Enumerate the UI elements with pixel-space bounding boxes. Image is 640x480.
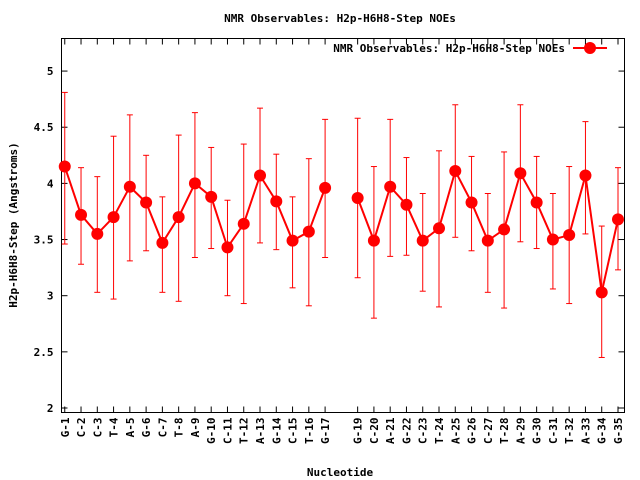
x-axis-ticks: G-1 C-2 C-3 T-4 A-5 G-6 C-7 T-8 A-9 G-10 C-11 T-12 A… — [59, 38, 625, 445]
data-point — [530, 196, 543, 209]
y-tick-label: 5 — [47, 65, 54, 78]
x-axis-label: Nucleotide — [307, 466, 374, 479]
data-point — [351, 191, 364, 204]
x-tick-label: A-5 — [124, 418, 137, 438]
x-tick-label: T-16 — [303, 417, 316, 444]
y-tick-label: 2.5 — [34, 346, 54, 359]
x-tick-label: T-4 — [108, 417, 121, 437]
series-lines — [63, 166, 619, 293]
legend: NMR Observables: H2p-H6H8-Step NOEs — [333, 42, 607, 55]
data-point — [75, 208, 88, 221]
data-point — [286, 234, 299, 247]
data-point — [449, 165, 462, 178]
data-point — [205, 190, 218, 203]
x-tick-label: T-28 — [498, 418, 511, 445]
series-points — [58, 160, 624, 299]
data-point — [188, 177, 201, 190]
x-tick-label: C-3 — [91, 418, 104, 438]
y-tick-label: 3 — [47, 290, 54, 303]
x-tick-label: C-23 — [417, 418, 430, 445]
x-tick-label: G-14 — [270, 417, 283, 444]
x-tick-label: A-33 — [579, 418, 592, 445]
x-tick-label: G-35 — [612, 418, 625, 445]
data-point — [400, 198, 413, 211]
x-tick-label: C-20 — [368, 418, 381, 445]
data-point — [579, 169, 592, 182]
x-tick-label: A-9 — [189, 418, 202, 438]
data-point — [481, 234, 494, 247]
data-point — [140, 196, 153, 209]
data-point — [514, 167, 527, 180]
data-point — [156, 236, 169, 249]
x-tick-label: G-1 — [59, 417, 72, 437]
data-point — [611, 213, 624, 226]
x-tick-label: T-12 — [238, 418, 251, 445]
x-tick-label: C-11 — [221, 417, 234, 444]
x-tick-label: A-29 — [514, 418, 527, 445]
y-tick-label: 3.5 — [34, 234, 54, 247]
legend-label: NMR Observables: H2p-H6H8-Step NOEs — [333, 42, 565, 55]
y-tick-label: 2 — [47, 402, 54, 415]
y-axis-ticks: 2 2.5 3 3.5 4 4.5 5 — [34, 65, 625, 415]
x-tick-label: C-31 — [547, 417, 560, 444]
data-point — [384, 180, 397, 193]
data-point — [498, 223, 511, 236]
y-axis-label: H2p-H6H8-Step (Angstroms) — [7, 142, 20, 308]
x-tick-label: A-13 — [254, 418, 267, 445]
data-point — [546, 233, 559, 246]
data-point — [221, 241, 234, 254]
x-tick-label: T-8 — [173, 418, 186, 438]
data-point — [563, 229, 576, 242]
data-point — [237, 217, 250, 230]
data-point — [107, 211, 120, 224]
data-point — [254, 169, 267, 182]
data-point — [367, 234, 380, 247]
plot-frame — [61, 38, 625, 413]
x-tick-label: G-19 — [352, 418, 365, 445]
data-point — [416, 234, 429, 247]
data-point — [58, 160, 71, 173]
chart-title: NMR Observables: H2p-H6H8-Step NOEs — [224, 12, 456, 25]
error-bars — [61, 91, 621, 358]
data-point — [172, 211, 185, 224]
x-tick-label: A-21 — [384, 417, 397, 444]
y-tick-label: 4 — [47, 177, 54, 190]
x-tick-label: C-2 — [75, 418, 88, 438]
x-tick-label: A-25 — [449, 418, 462, 445]
data-point — [302, 225, 315, 238]
data-point — [270, 195, 283, 208]
x-tick-label: G-30 — [531, 418, 544, 445]
x-tick-label: C-15 — [287, 418, 300, 445]
x-tick-label: T-24 — [433, 417, 446, 444]
y-tick-label: 4.5 — [34, 121, 54, 134]
legend-point-sample — [584, 42, 596, 54]
x-tick-label: C-7 — [156, 418, 169, 438]
x-tick-label: G-17 — [319, 418, 332, 445]
data-point — [91, 227, 104, 240]
x-tick-label: G-22 — [400, 418, 413, 445]
x-tick-label: C-27 — [482, 418, 495, 445]
x-tick-label: G-26 — [466, 417, 479, 444]
x-tick-label: G-34 — [596, 417, 609, 444]
data-point — [123, 180, 136, 193]
data-point — [319, 181, 332, 194]
x-tick-label: G-6 — [140, 417, 153, 437]
data-point — [433, 222, 446, 235]
x-tick-label: G-10 — [205, 418, 218, 445]
data-point — [595, 286, 608, 299]
x-tick-label: T-32 — [563, 418, 576, 445]
data-point — [465, 196, 478, 209]
